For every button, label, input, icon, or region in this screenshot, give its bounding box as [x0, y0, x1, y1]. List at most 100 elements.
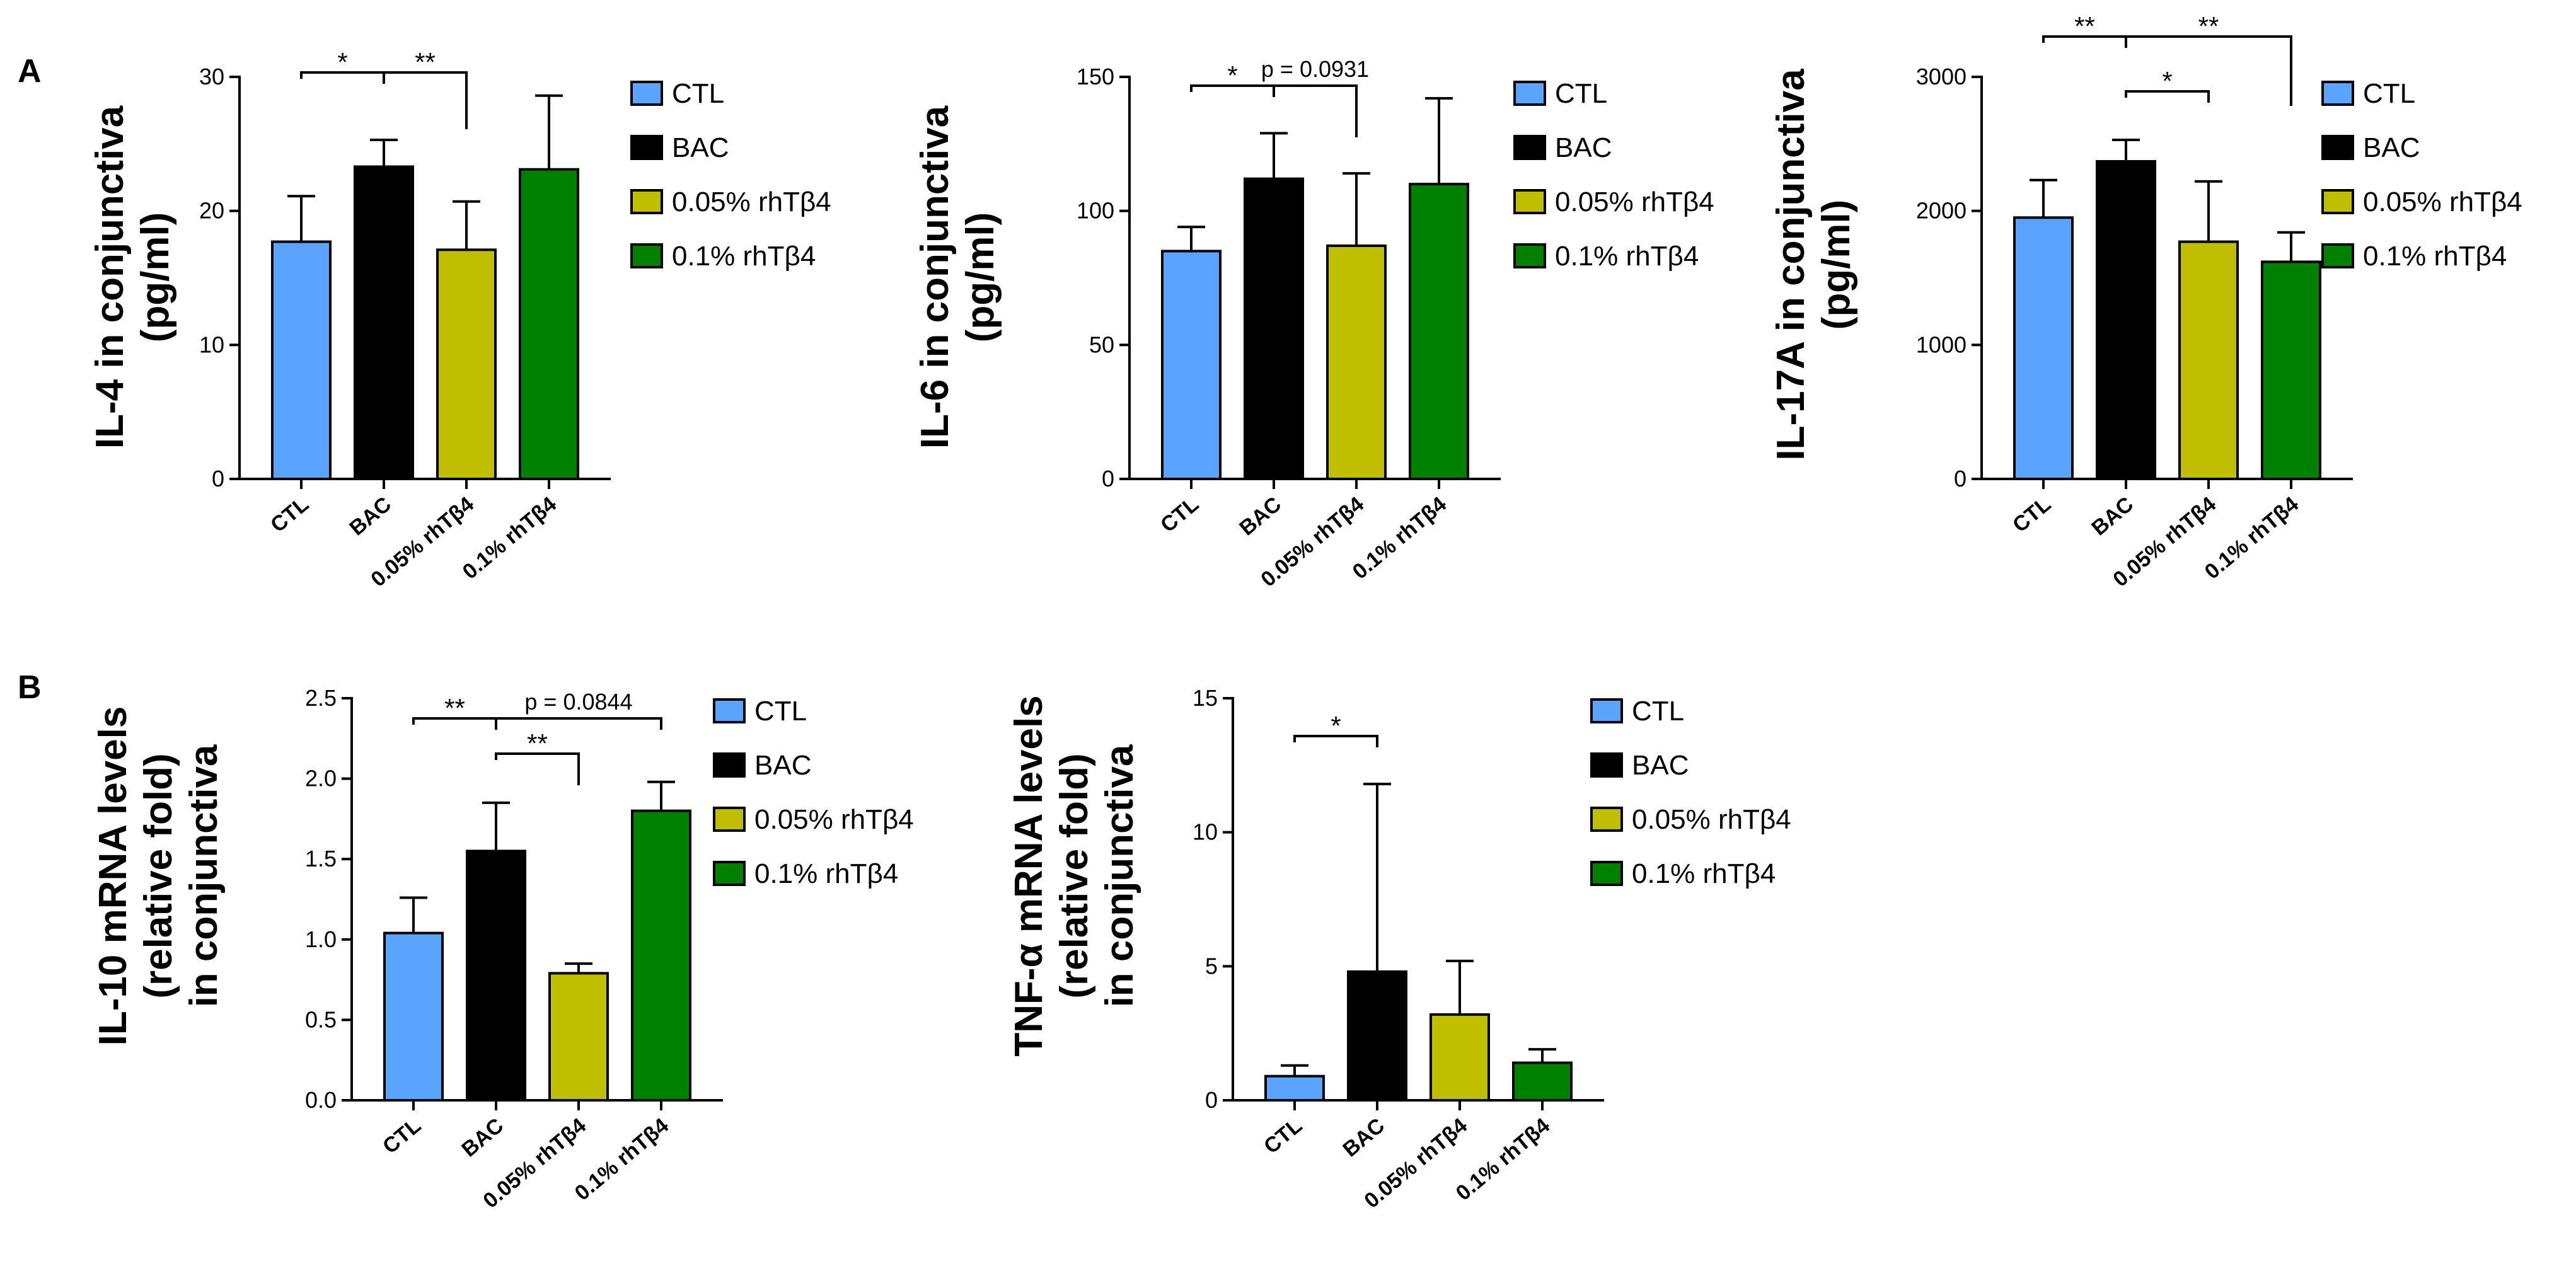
legend-swatch: [2321, 189, 2354, 214]
y-tick-label: 2000: [1916, 198, 1967, 224]
legend-label: BAC: [1555, 132, 1612, 163]
y-axis-label: IL-17A in conjunctiva: [1769, 69, 1813, 461]
bar: [1430, 1013, 1490, 1102]
y-tick-label: 100: [1077, 198, 1114, 224]
legend-swatch: [1590, 752, 1623, 778]
legend-label: CTL: [754, 696, 807, 727]
y-axis-label: (pg/ml): [134, 212, 177, 343]
significance-label: *: [1331, 711, 1341, 740]
legend-swatch: [2321, 135, 2354, 160]
x-tick-label: BAC: [345, 492, 396, 540]
legend-swatch: [630, 243, 663, 268]
y-tick-label: 15: [1193, 685, 1218, 711]
x-tick-label: CTL: [2008, 492, 2055, 538]
significance-label: **: [444, 693, 465, 723]
y-axis-label: IL-10 mRNA levels: [91, 706, 135, 1046]
y-axis-label: in conjunctiva: [1098, 744, 1141, 1007]
chart-il4: 0 10 20 30 IL-4 in conjunctiva (pg/ml) CTL BAC 0…: [88, 47, 831, 592]
significance-label: p = 0.0931: [1261, 56, 1369, 82]
bar: [354, 165, 414, 480]
legend-label: 0.1% rhTβ4: [2363, 241, 2507, 272]
legend-label: BAC: [2363, 132, 2420, 163]
legend-label: 0.1% rhTβ4: [1555, 241, 1699, 272]
bar: [519, 168, 579, 480]
x-tick-label: BAC: [2087, 492, 2138, 540]
y-axis-label: TNF-α mRNA levels: [1007, 695, 1051, 1056]
panel-label-b: B: [18, 669, 42, 706]
legend-label: 0.05% rhTβ4: [1555, 187, 1714, 217]
y-axis-label: (pg/ml): [959, 212, 1002, 343]
legend-label: BAC: [1632, 750, 1689, 781]
y-tick-label: 0: [1205, 1087, 1218, 1113]
legend-label: CTL: [1555, 78, 1607, 109]
y-tick-label: 1.0: [305, 926, 337, 952]
x-tick-label: BAC: [457, 1114, 508, 1161]
bar: [1326, 244, 1387, 480]
bar: [548, 972, 609, 1102]
y-tick-label: 50: [1089, 331, 1114, 357]
legend-label: BAC: [754, 750, 811, 781]
legend-label: 0.05% rhTβ4: [2363, 187, 2522, 217]
significance-bracket: [2125, 90, 2210, 103]
significance-label: **: [415, 47, 436, 77]
significance-bracket: [495, 717, 662, 730]
bar: [436, 248, 497, 480]
bar: [383, 931, 444, 1102]
y-tick-label: 30: [199, 64, 224, 89]
bar: [1161, 250, 1222, 480]
bar: [631, 809, 691, 1102]
legend-swatch: [2321, 243, 2354, 268]
y-tick-label: 150: [1077, 64, 1114, 89]
legend-swatch: [1513, 243, 1546, 268]
significance-label: **: [527, 728, 548, 758]
significance-label: *: [337, 47, 347, 77]
legend-swatch: [630, 81, 663, 106]
legend-swatch: [630, 135, 663, 160]
legend-label: CTL: [672, 78, 724, 109]
bar: [2261, 260, 2321, 480]
significance-label: **: [2198, 11, 2219, 41]
legend-swatch: [1590, 807, 1623, 832]
chart-il17a: 0 1000 2000 3000 IL-17A in conjunctiva (pg/ml…: [1769, 11, 2522, 592]
legend-label: CTL: [1632, 696, 1684, 727]
bar: [466, 849, 526, 1102]
bar: [271, 240, 332, 480]
significance-bracket: [495, 752, 580, 785]
y-tick-label: 10: [199, 331, 224, 357]
legend-swatch: [1513, 189, 1546, 214]
significance-bracket: [1273, 84, 1358, 137]
y-tick-label: 3000: [1916, 64, 1967, 89]
x-tick-label: BAC: [1235, 492, 1286, 540]
bar: [1264, 1074, 1325, 1102]
x-tick-label: CTL: [378, 1114, 425, 1159]
legend-swatch: [1590, 861, 1623, 886]
significance-label: **: [2074, 11, 2095, 41]
x-tick-label: CTL: [1259, 1114, 1307, 1159]
panel-label-a: A: [18, 53, 42, 89]
bar: [1409, 183, 1469, 480]
bar: [2013, 216, 2074, 480]
legend-swatch: [713, 861, 746, 886]
significance-label: *: [2162, 66, 2172, 96]
legend-swatch: [713, 752, 746, 778]
chart-il10: 0.0 0.5 1.0 1.5 2.0 2.5 IL-10 mRNA levels (rela…: [91, 685, 914, 1213]
y-tick-label: 1000: [1916, 331, 1967, 357]
legend-swatch: [2321, 81, 2354, 106]
y-tick-label: 10: [1193, 819, 1218, 845]
y-axis-label: IL-4 in conjunctiva: [88, 105, 132, 449]
y-tick-label: 0: [1102, 466, 1114, 492]
chart-tnfa: 0 5 10 15 TNF-α mRNA levels (relative fold) in…: [1007, 685, 1791, 1213]
y-tick-label: 2.0: [305, 766, 337, 792]
y-tick-label: 5: [1205, 953, 1218, 979]
y-tick-label: 2.5: [305, 685, 337, 711]
legend-label: CTL: [2363, 78, 2415, 109]
x-tick-label: CTL: [266, 492, 313, 538]
y-tick-label: 0.0: [305, 1087, 337, 1113]
legend-swatch: [1513, 81, 1546, 106]
y-tick-label: 0: [212, 466, 224, 492]
chart-il6: 0 50 100 150 IL-6 in conjunctiva (pg/ml) CTL BA…: [913, 56, 1714, 592]
x-tick-label: CTL: [1156, 492, 1203, 538]
legend-label: BAC: [672, 132, 729, 163]
significance-bracket: [1293, 735, 1378, 747]
